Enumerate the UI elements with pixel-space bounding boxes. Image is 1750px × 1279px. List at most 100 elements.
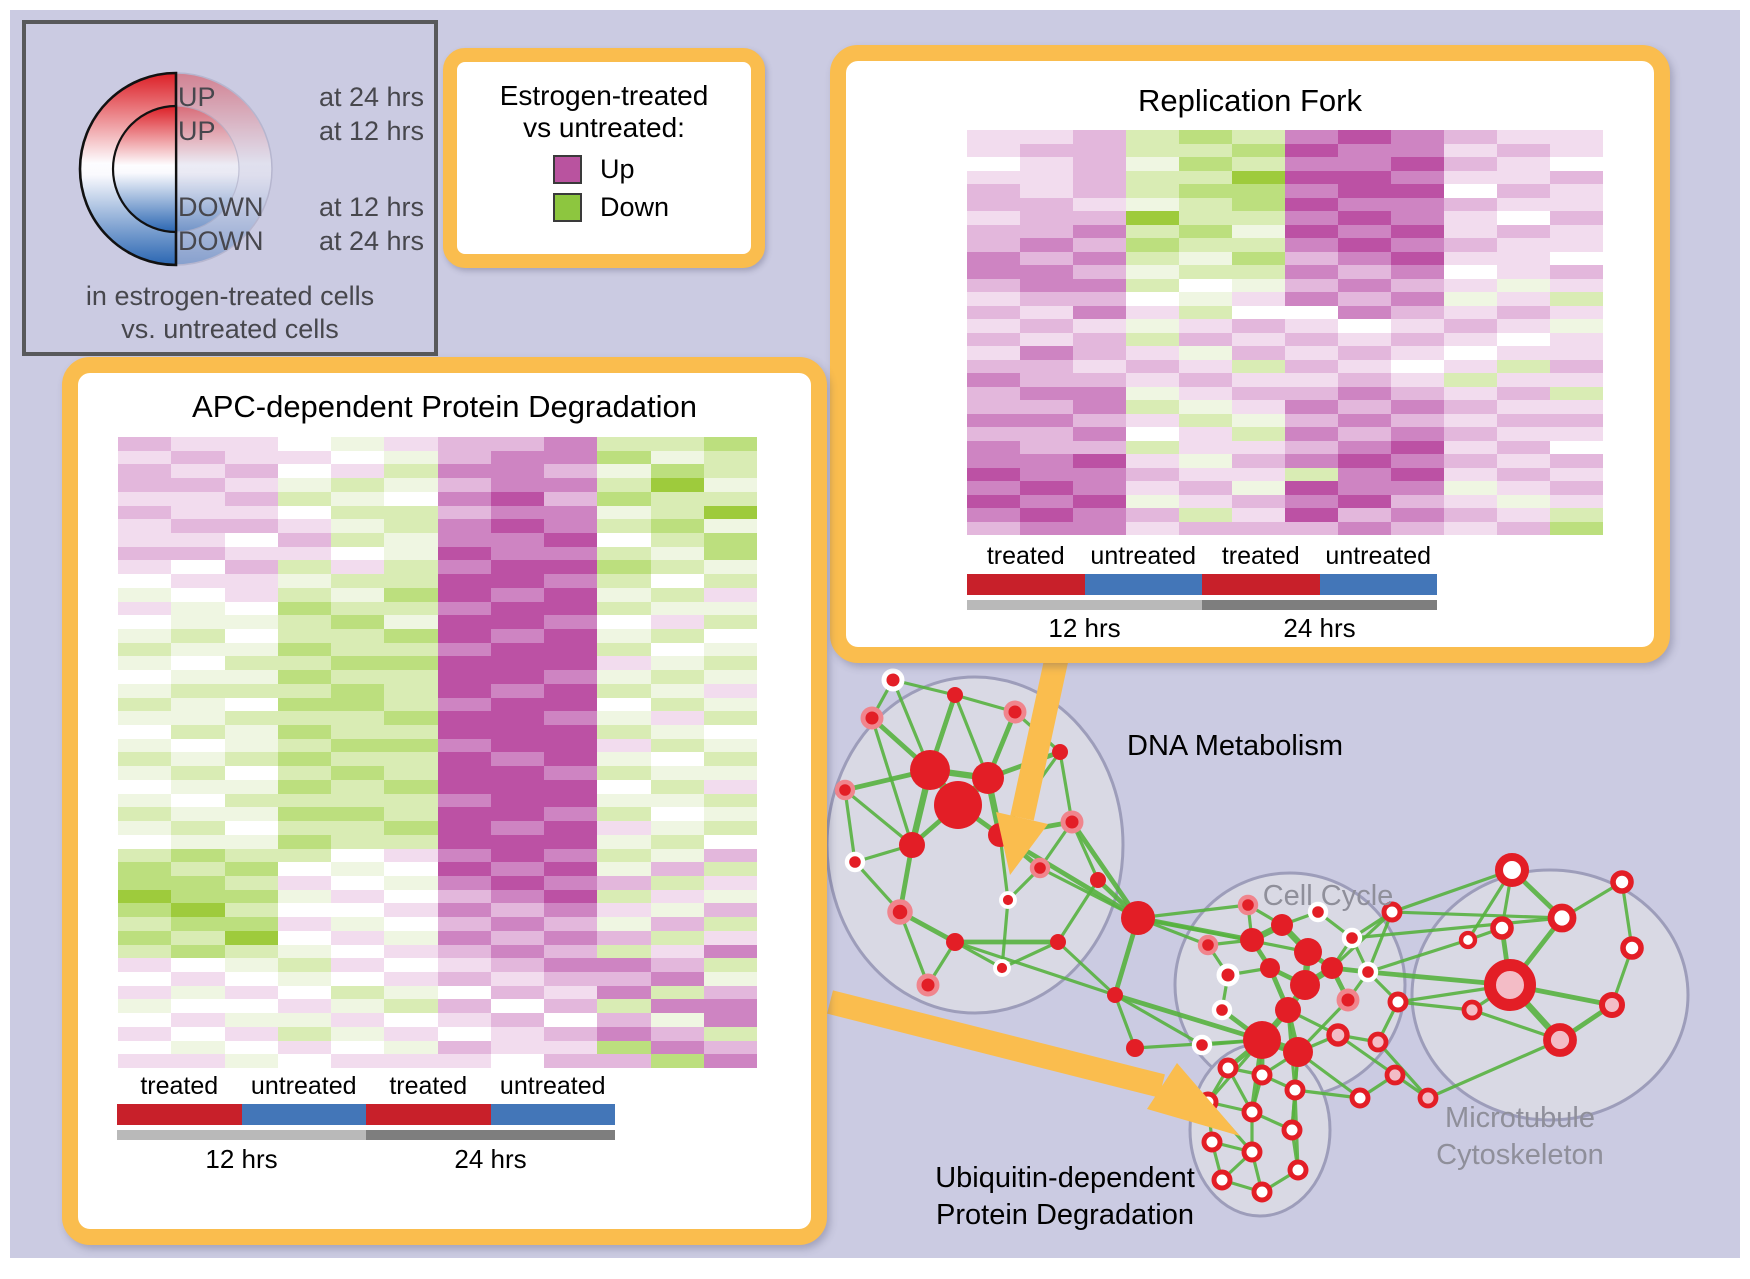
heatmap-cell (437, 437, 491, 451)
heatmap-cell (1179, 413, 1232, 427)
heatmap-cell (1391, 521, 1444, 535)
heatmap-cell (650, 670, 704, 684)
heatmap-cell (490, 1026, 544, 1041)
heatmap-cell (650, 917, 704, 931)
heatmap-cell (1338, 454, 1391, 468)
heatmap-cell (544, 848, 598, 863)
heatmap-cell (1444, 157, 1497, 171)
heatmap-cell (1391, 278, 1444, 292)
heatmap-cell (331, 533, 385, 547)
heatmap-cell (171, 697, 225, 712)
heatmap-cell (703, 437, 757, 451)
heatmap-cell (1073, 197, 1126, 211)
heatmap-cell (544, 656, 598, 671)
heatmap-cell (650, 766, 704, 780)
heatmap-cell (1497, 238, 1550, 252)
heatmap-cell (437, 491, 491, 506)
heatmap-cell (1338, 319, 1391, 333)
ubiquitin-degradation-label: Ubiquitin-dependent Protein Degradation (915, 1160, 1215, 1234)
heatmap-cell (544, 1013, 598, 1027)
heatmap-cell (650, 574, 704, 588)
network-node (1211, 999, 1233, 1021)
heatmap-cell (490, 958, 544, 972)
heatmap-cell (118, 1054, 172, 1068)
heatmap-cell (1550, 224, 1603, 238)
heatmap-cell (597, 615, 651, 630)
heatmap-cell (224, 917, 278, 931)
heatmap-cell (171, 1040, 225, 1055)
network-node (1543, 1023, 1577, 1057)
apc-degradation-panel: APC-dependent Protein Degradation treate… (62, 357, 827, 1245)
heatmap-cell (331, 793, 385, 808)
heatmap-cell (331, 862, 385, 876)
heatmap-cell (118, 560, 172, 575)
heatmap-cell (1444, 265, 1497, 279)
heatmap-cell (437, 738, 491, 753)
heatmap-cell (1497, 170, 1550, 184)
heatmap-cell (490, 766, 544, 780)
heatmap-cell (331, 944, 385, 959)
heatmap-cell (384, 889, 438, 904)
heatmap-cell (277, 587, 331, 602)
heatmap-cell (1232, 508, 1285, 522)
network-edge (870, 716, 914, 847)
heatmap-cell (544, 450, 598, 465)
heatmap-cell (490, 944, 544, 959)
heatmap-cell (967, 454, 1020, 468)
heatmap-cell (650, 807, 704, 822)
heatmap-cell (118, 491, 172, 506)
heatmap-cell (1126, 278, 1179, 292)
heatmap-cell (224, 560, 278, 575)
heatmap-cell (650, 999, 704, 1014)
heatmap-cell (544, 958, 598, 972)
heatmap-cell (490, 478, 544, 492)
heatmap-cell (384, 999, 438, 1014)
heatmap-cell (650, 656, 704, 671)
heatmap-cell (1285, 440, 1338, 454)
time-label: 12 hrs (1048, 613, 1121, 643)
heatmap-cell (1179, 508, 1232, 522)
heatmap-cell (703, 793, 757, 808)
network-node (1307, 901, 1329, 923)
heatmap-cell (1126, 265, 1179, 279)
heatmap-cell (1020, 427, 1073, 441)
heatmap-cell (1179, 278, 1232, 292)
heatmap-cell (118, 848, 172, 863)
direction-label: UP (178, 116, 216, 146)
heatmap-cell (437, 958, 491, 972)
heatmap-cell (1020, 319, 1073, 333)
heatmap-cell (490, 519, 544, 534)
heatmap-cell (650, 889, 704, 904)
heatmap-cell (437, 505, 491, 520)
heatmap-cell (1444, 130, 1497, 144)
heatmap-cell (650, 779, 704, 794)
heatmap-cell (1020, 278, 1073, 292)
heatmap-cell (171, 437, 225, 451)
heatmap-cell (703, 642, 757, 657)
heatmap-cell (1179, 454, 1232, 468)
heatmap-cell (703, 1054, 757, 1068)
heatmap-cell (1179, 332, 1232, 346)
heatmap-cell (437, 670, 491, 684)
heatmap-cell (597, 464, 651, 479)
heatmap-cell (490, 725, 544, 739)
heatmap-cell (1285, 278, 1338, 292)
heatmap-cell (331, 450, 385, 465)
heatmap-cell (703, 834, 757, 849)
heatmap-cell (171, 793, 225, 808)
heatmap-cell (1179, 170, 1232, 184)
heatmap-cell (384, 862, 438, 876)
heatmap-cell (490, 601, 544, 616)
network-node (1321, 957, 1343, 979)
heatmap-cell (1020, 157, 1073, 171)
heatmap-cell (967, 332, 1020, 346)
heatmap-cell (1126, 170, 1179, 184)
heatmap-cell (384, 1026, 438, 1041)
heatmap-cell (1179, 359, 1232, 373)
heatmap-cell (331, 889, 385, 904)
network-edge (1350, 916, 1564, 940)
heatmap-cell (277, 930, 331, 945)
heatmap-cell (1020, 292, 1073, 306)
heatmap-cell (118, 437, 172, 451)
heatmap-cell (1497, 521, 1550, 535)
